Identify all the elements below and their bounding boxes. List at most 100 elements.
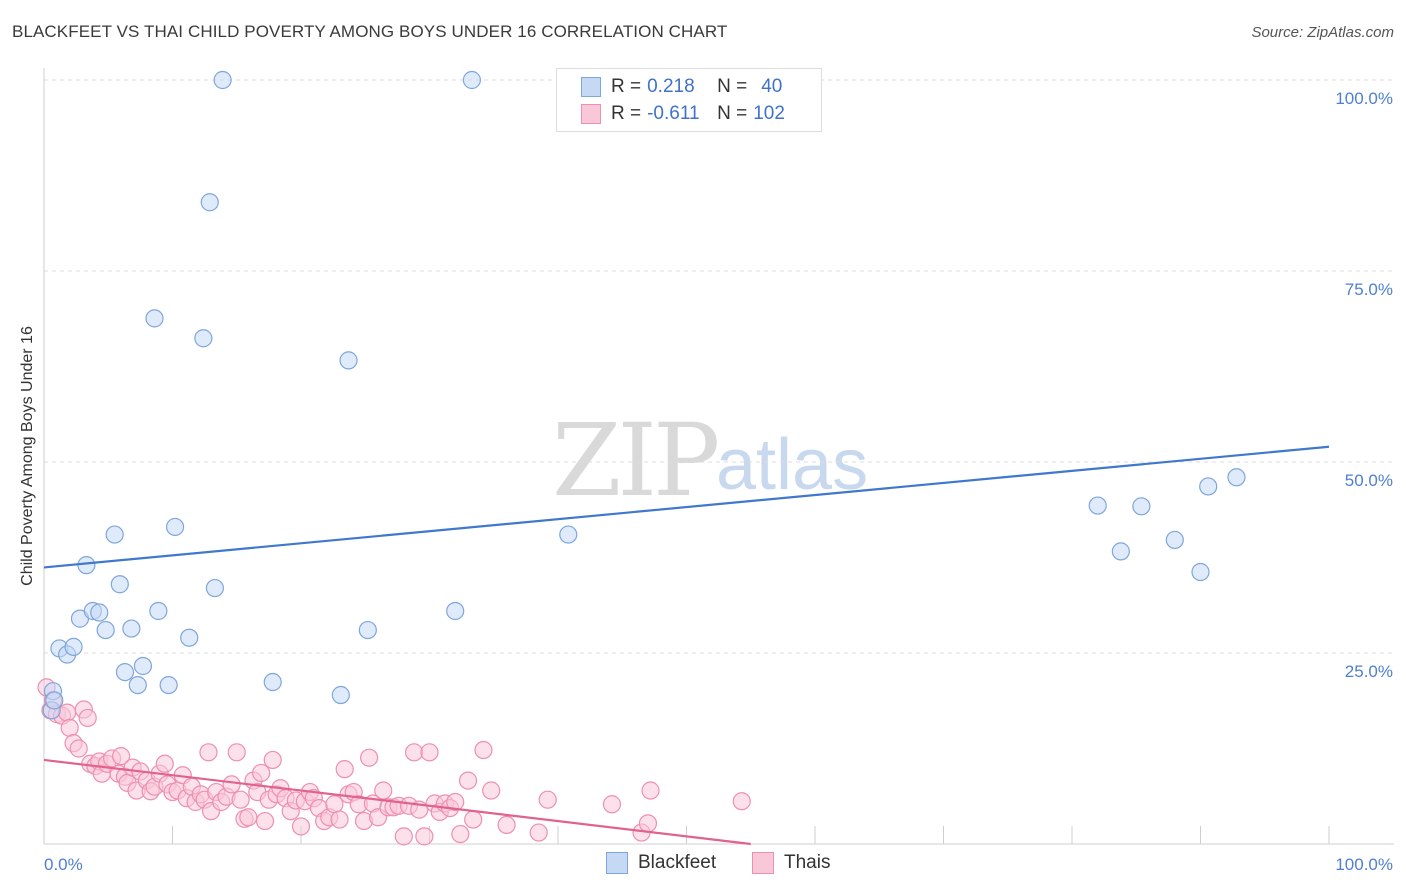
- blackfeet-point-4: [64, 637, 83, 656]
- y-tick-label-1: 50.0%: [1345, 471, 1393, 490]
- blackfeet-point-8: [90, 603, 109, 622]
- y-tick-label-0: 25.0%: [1345, 662, 1393, 681]
- legend-row-thais: R = -0.611 N = 102: [581, 101, 785, 127]
- thais-swatch: [581, 104, 601, 124]
- blackfeet-point-9: [96, 620, 115, 640]
- blackfeet-point-33: [1111, 542, 1130, 561]
- thais-point-51: [255, 811, 275, 831]
- thais-point-59: [291, 817, 311, 836]
- y-tick-label-2: 75.0%: [1345, 280, 1393, 299]
- blackfeet-point-39: [45, 691, 64, 710]
- bottom-legend-thais: Thais: [752, 852, 830, 874]
- thais-point-82: [404, 743, 424, 762]
- thais-r-label: R =: [611, 103, 642, 124]
- thais-point-43: [222, 775, 241, 794]
- bottom-legend-blackfeet: Blackfeet: [606, 852, 716, 874]
- thais-point-68: [335, 760, 354, 779]
- blackfeet-point-17: [149, 601, 168, 621]
- thais-point-85: [420, 743, 439, 762]
- blackfeet-point-20: [180, 628, 199, 647]
- thais-point-98: [538, 790, 557, 809]
- bottom-thais-swatch: [752, 852, 774, 874]
- blackfeet-trend-line: [43, 445, 1330, 569]
- x-tick-label-0: 0.0%: [44, 855, 83, 874]
- thais-point-97: [529, 823, 548, 842]
- thais-point-76: [374, 781, 393, 800]
- legend-row-blackfeet: R = 0.218 N = 40: [581, 74, 782, 100]
- correlation-legend: R = 0.218 N = 40 R = -0.611 N = 102: [556, 68, 822, 132]
- blackfeet-swatch: [581, 77, 601, 97]
- watermark-zip: ZIP: [552, 402, 720, 519]
- thais-point-95: [482, 781, 501, 800]
- thais-trend-line: [43, 758, 751, 846]
- blackfeet-point-35: [1165, 530, 1184, 550]
- blackfeet-r-value: 0.218: [647, 76, 695, 97]
- thais-point-38: [199, 743, 218, 762]
- blackfeet-r-label: R =: [611, 76, 642, 97]
- blackfeet-point-16: [145, 309, 164, 328]
- blackfeet-point-32: [1088, 496, 1107, 515]
- thais-point-91: [451, 824, 470, 844]
- thais-point-96: [497, 815, 516, 835]
- thais-point-102: [638, 814, 658, 833]
- thais-point-10: [78, 708, 97, 728]
- thais-point-99: [602, 795, 622, 814]
- blackfeet-point-38: [1227, 468, 1246, 487]
- thais-point-53: [263, 750, 282, 770]
- blackfeet-point-23: [205, 578, 225, 598]
- blackfeet-point-31: [559, 525, 578, 544]
- blackfeet-point-26: [331, 685, 350, 705]
- blackfeet-point-22: [200, 193, 219, 212]
- thais-point-94: [474, 740, 493, 760]
- y-tick-label-3: 100.0%: [1335, 89, 1393, 108]
- blackfeet-point-21: [194, 329, 213, 348]
- thais-point-73: [360, 748, 379, 767]
- blackfeet-point-24: [213, 70, 232, 90]
- blackfeet-point-12: [115, 662, 135, 682]
- thais-point-66: [325, 795, 344, 814]
- thais-point-67: [330, 810, 349, 829]
- thais-point-84: [415, 827, 434, 846]
- thais-point-80: [394, 827, 413, 846]
- blackfeet-point-13: [122, 619, 141, 638]
- thais-point-92: [458, 771, 478, 790]
- source-label: Source: ZipAtlas.com: [1251, 24, 1394, 41]
- thais-point-8: [69, 739, 88, 758]
- blackfeet-point-28: [358, 620, 377, 640]
- blackfeet-point-11: [110, 575, 129, 594]
- blackfeet-point-25: [263, 672, 282, 692]
- chart-title: BLACKFEET VS THAI CHILD POVERTY AMONG BO…: [12, 22, 728, 41]
- blackfeet-point-10: [105, 525, 124, 544]
- blackfeet-point-37: [1199, 477, 1218, 496]
- blackfeet-point-18: [159, 675, 178, 695]
- thais-n-label: N =: [717, 103, 748, 124]
- thais-point-5: [58, 703, 77, 722]
- bottom-thais-label: Thais: [784, 852, 831, 873]
- bottom-blackfeet-swatch: [606, 852, 628, 874]
- blackfeet-point-27: [339, 351, 358, 370]
- thais-point-47: [239, 808, 258, 827]
- thais-r-value: -0.611: [647, 103, 700, 124]
- thais-point-103: [732, 792, 751, 811]
- blackfeet-point-19: [165, 517, 185, 537]
- thais-point-101: [641, 781, 660, 800]
- thais-point-18: [111, 747, 131, 766]
- blackfeet-point-6: [77, 556, 96, 575]
- blackfeet-point-29: [462, 70, 482, 90]
- blackfeet-point-30: [446, 601, 465, 621]
- thais-point-44: [227, 743, 246, 762]
- x-tick-label-1: 100.0%: [1335, 855, 1393, 874]
- blackfeet-point-14: [128, 675, 147, 695]
- blackfeet-n-value: 40: [761, 76, 783, 97]
- thais-point-93: [464, 810, 483, 829]
- thais-point-6: [60, 718, 79, 737]
- blackfeet-n-label: N =: [717, 76, 748, 97]
- thais-point-90: [446, 792, 465, 812]
- bottom-blackfeet-label: Blackfeet: [638, 852, 717, 873]
- blackfeet-point-34: [1132, 497, 1151, 516]
- thais-point-50: [252, 763, 271, 783]
- blackfeet-point-36: [1191, 562, 1210, 582]
- thais-point-28: [155, 754, 174, 773]
- thais-n-value: 102: [753, 103, 785, 124]
